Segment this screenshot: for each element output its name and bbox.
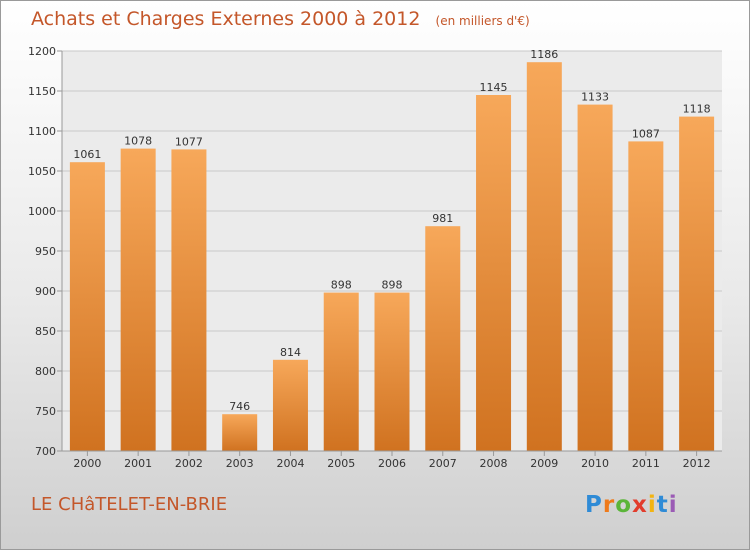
chart-unit-note: (en milliers d'€) [435,14,530,28]
x-tick-label: 2005 [327,457,355,470]
x-tick-label: 2012 [683,457,711,470]
x-tick-label: 2006 [378,457,406,470]
x-tick-label: 2002 [175,457,203,470]
proxiti-logo: Proxiti [585,492,678,518]
x-axis: 2000 2001 2002 2003 2004 2005 2006 2007 2008 2009… [62,450,722,470]
logo-letter: x [632,492,648,518]
x-tick-label: 2000 [73,457,101,470]
logo-letter: P [585,492,603,518]
bar-value-label: 1145 [480,81,508,94]
logo-letter: i [647,492,657,518]
y-tick-label: 1100 [28,125,56,138]
data-labels: 1061 1078 1077 746 814 898 898 981 1145 1186 1133 1… [73,48,710,413]
bar [374,292,410,451]
bar [679,116,715,451]
y-axis: 700 750 800 850 900 950 1000 1050 1100 1150 1200 [28,45,63,458]
bar [476,95,512,451]
x-tick-label: 2003 [226,457,254,470]
chart-title-line: Achats et Charges Externes 2000 à 2012 (… [31,8,530,30]
bar-value-label: 981 [432,212,453,225]
logo-letter: o [615,492,633,518]
x-tick-label: 2009 [530,457,558,470]
x-tick-label: 2011 [632,457,660,470]
y-tick-label: 1000 [28,205,56,218]
logo-letter: i [668,492,678,518]
city-name: LE CHâTELET-EN-BRIE [31,494,228,515]
bar [120,148,156,451]
bar [577,104,613,451]
bar [628,141,664,451]
bar [323,292,359,451]
bar [425,226,461,451]
y-tick-label: 1200 [28,45,56,58]
y-tick-label: 700 [35,445,56,458]
bar [171,149,207,451]
bar-value-label: 1078 [124,135,152,148]
y-tick-label: 850 [35,325,56,338]
bar-value-label: 1133 [581,91,609,104]
y-tick-label: 800 [35,365,56,378]
y-tick-label: 900 [35,285,56,298]
bar [69,162,105,451]
bar-value-label: 1077 [175,135,203,148]
bar-value-label: 1061 [73,148,101,161]
bar-value-label: 1118 [683,103,711,116]
x-tick-label: 2008 [480,457,508,470]
bar-value-label: 814 [280,346,301,359]
bar-value-label: 1186 [530,48,558,61]
x-tick-label: 2004 [276,457,304,470]
chart-title: Achats et Charges Externes 2000 à 2012 [31,8,421,30]
bar-value-label: 1087 [632,127,660,140]
bar [272,359,308,451]
x-tick-label: 2010 [581,457,609,470]
bar-value-label: 898 [331,279,352,292]
logo-letter: t [656,492,669,518]
x-tick-label: 2007 [429,457,457,470]
bars [69,62,715,451]
bar [222,414,258,451]
x-tick-label: 2001 [124,457,152,470]
y-tick-label: 1150 [28,85,56,98]
y-tick-label: 950 [35,245,56,258]
logo-letter: r [602,492,616,518]
bar-value-label: 746 [229,400,250,413]
bar-value-label: 898 [382,279,403,292]
y-tick-label: 1050 [28,165,56,178]
bar [526,62,562,451]
y-tick-label: 750 [35,405,56,418]
